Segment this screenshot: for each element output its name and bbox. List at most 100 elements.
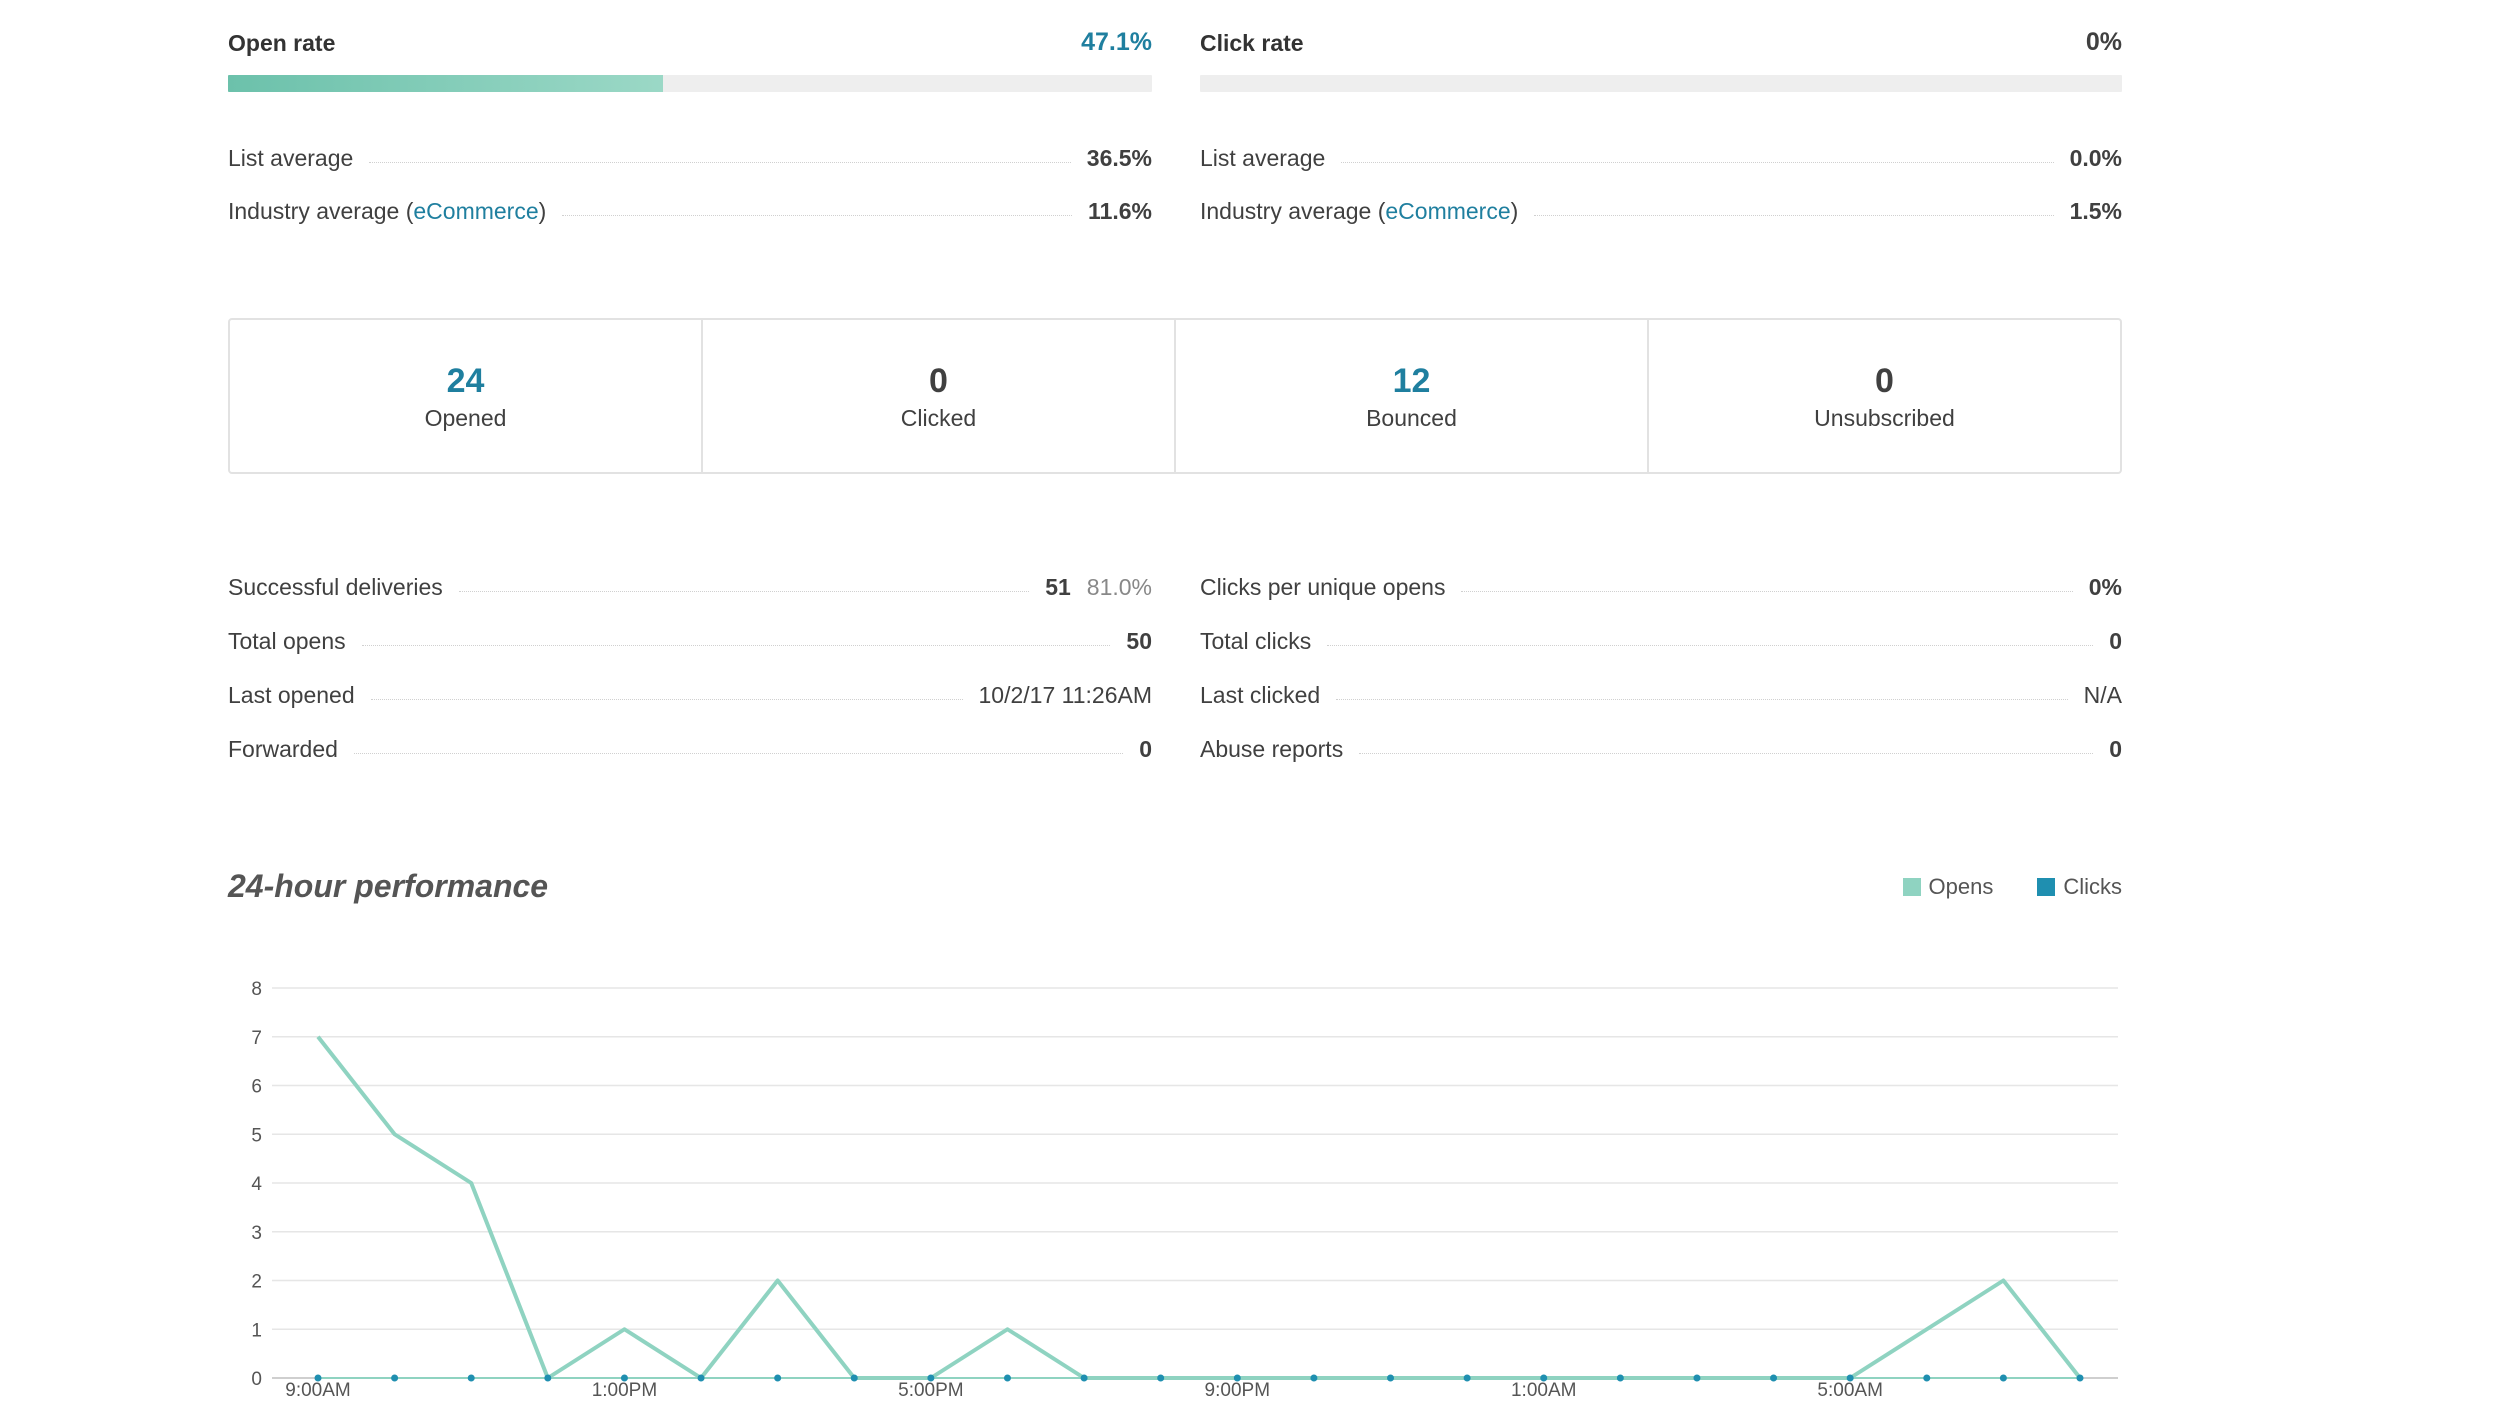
detail-value: N/A: [2083, 682, 2122, 708]
detail-label: Forwarded: [228, 736, 338, 762]
legend-clicks-swatch: [2037, 878, 2056, 896]
legend-opens-label: Opens: [1928, 874, 1994, 899]
stat-opened[interactable]: 24 Opened: [230, 320, 703, 472]
data-point-clicks: [774, 1374, 782, 1382]
stat-bounced-label: Bounced: [1366, 405, 1457, 431]
x-tick-label: 5:00PM: [898, 1380, 963, 1401]
data-point-clicks: [1387, 1374, 1395, 1382]
open-rate-bar-fill: [228, 75, 664, 92]
y-tick-label: 2: [251, 1272, 262, 1293]
x-tick-label: 9:00PM: [1205, 1380, 1270, 1401]
detail-label: Last opened: [228, 682, 355, 708]
detail-value: 0: [1139, 736, 1152, 762]
click-industry-link[interactable]: eCommerce: [1385, 198, 1511, 224]
y-tick-label: 3: [251, 1223, 262, 1244]
legend-clicks-label: Clicks: [2063, 874, 2122, 899]
data-point-clicks: [620, 1374, 628, 1382]
detail-value: 0: [2109, 736, 2122, 762]
open-list-average-label: List average: [228, 145, 354, 171]
stat-clicked-value: 0: [929, 362, 948, 400]
detail-value: 0%: [2088, 574, 2122, 600]
click-list-average-value: 0.0%: [2069, 145, 2122, 171]
detail-value-link[interactable]: 50: [1126, 628, 1152, 654]
detail-label: Last clicked: [1200, 682, 1321, 708]
data-point-clicks: [1233, 1374, 1241, 1382]
summary-stats: 24 Opened 0 Clicked 12 Bounced 0 Unsubsc…: [228, 318, 2122, 474]
detail-label: Successful deliveries: [228, 574, 443, 600]
legend-clicks[interactable]: Clicks: [2037, 874, 2122, 900]
data-point-clicks: [467, 1374, 475, 1382]
detail-clicks-per-unique-opens: Clicks per unique opens 0%: [1200, 569, 2122, 601]
stat-opened-value[interactable]: 24: [446, 362, 485, 400]
click-industry-average-value: 1.5%: [2069, 198, 2122, 224]
stat-clicked-label: Clicked: [900, 405, 977, 431]
x-tick-label: 5:00AM: [1817, 1380, 1882, 1401]
y-tick-label: 7: [251, 1028, 262, 1049]
data-point-clicks: [1923, 1374, 1931, 1382]
data-point-clicks: [1463, 1374, 1471, 1382]
detail-label: Total opens: [228, 628, 346, 654]
open-industry-average-value: 11.6%: [1088, 198, 1152, 224]
detail-label: Total clicks: [1200, 628, 1312, 654]
y-tick-label: 8: [251, 979, 262, 1000]
open-rate-bar: [228, 75, 1152, 92]
x-tick-label: 1:00PM: [592, 1380, 657, 1401]
performance-title: 24-hour performance: [228, 868, 549, 904]
x-tick-label: 1:00AM: [1511, 1380, 1576, 1401]
detail-sub-value: 81.0%: [1086, 574, 1152, 600]
legend-opens[interactable]: Opens: [1902, 874, 1994, 900]
open-list-average-value: 36.5%: [1086, 145, 1152, 171]
y-tick-label: 4: [251, 1174, 262, 1195]
detail-label: Abuse reports: [1200, 736, 1344, 762]
stat-unsubscribed-value: 0: [1875, 362, 1894, 400]
y-tick-label: 6: [251, 1077, 262, 1098]
y-tick-label: 5: [251, 1125, 262, 1146]
data-point-clicks: [1157, 1374, 1165, 1382]
open-list-average-row: List average 36.5%: [228, 140, 1152, 172]
click-list-average-label: List average: [1200, 145, 1326, 171]
data-point-clicks: [1999, 1374, 2007, 1382]
data-point-clicks: [314, 1374, 322, 1382]
click-rate-value: 0%: [2085, 28, 2122, 56]
click-rate-bar: [1200, 75, 2122, 92]
y-tick-label: 1: [251, 1320, 262, 1341]
stat-bounced[interactable]: 12 Bounced: [1176, 320, 1649, 472]
detail-value: 0: [2109, 628, 2122, 654]
series-line-opens: [316, 1035, 2082, 1380]
detail-label: Clicks per unique opens: [1200, 574, 1446, 600]
open-rate-value: 47.1%: [1081, 28, 1152, 56]
open-industry-link[interactable]: eCommerce: [413, 198, 539, 224]
detail-value: 10/2/17 11:26AM: [978, 682, 1152, 708]
detail-abuse-reports: Abuse reports 0: [1200, 731, 2122, 763]
stat-unsubscribed: 0 Unsubscribed: [1649, 320, 2120, 472]
data-point-clicks: [1310, 1374, 1318, 1382]
data-point-clicks: [850, 1374, 858, 1382]
open-rate-title: Open rate: [228, 30, 336, 56]
open-industry-average-row: Industry average (eCommerce) 11.6%: [228, 193, 1152, 225]
legend-opens-swatch: [1902, 878, 1921, 896]
detail-total-opens: Total opens 50: [228, 623, 1152, 655]
detail-total-clicks: Total clicks 0: [1200, 623, 2122, 655]
data-point-clicks: [391, 1374, 399, 1382]
stat-clicked: 0 Clicked: [703, 320, 1176, 472]
data-point-clicks: [544, 1374, 552, 1382]
click-industry-average-label: Industry average (eCommerce): [1200, 198, 1519, 224]
data-point-clicks: [697, 1374, 705, 1382]
x-tick-label: 9:00AM: [285, 1380, 350, 1401]
stat-unsubscribed-label: Unsubscribed: [1814, 405, 1955, 431]
data-point-clicks: [927, 1374, 935, 1382]
data-point-clicks: [1540, 1374, 1548, 1382]
detail-last-clicked: Last clicked N/A: [1200, 677, 2122, 709]
stat-bounced-value[interactable]: 12: [1392, 362, 1431, 400]
click-list-average-row: List average 0.0%: [1200, 140, 2122, 172]
detail-successful-deliveries: Successful deliveries 51 81.0%: [228, 569, 1152, 601]
click-rate-title: Click rate: [1200, 30, 1304, 56]
detail-value: 51: [1045, 574, 1071, 600]
data-point-clicks: [1003, 1374, 1011, 1382]
y-tick-label: 0: [251, 1369, 262, 1390]
data-point-clicks: [1693, 1374, 1701, 1382]
data-point-clicks: [1080, 1374, 1088, 1382]
data-point-clicks: [2076, 1374, 2084, 1382]
detail-forwarded: Forwarded 0: [228, 731, 1152, 763]
